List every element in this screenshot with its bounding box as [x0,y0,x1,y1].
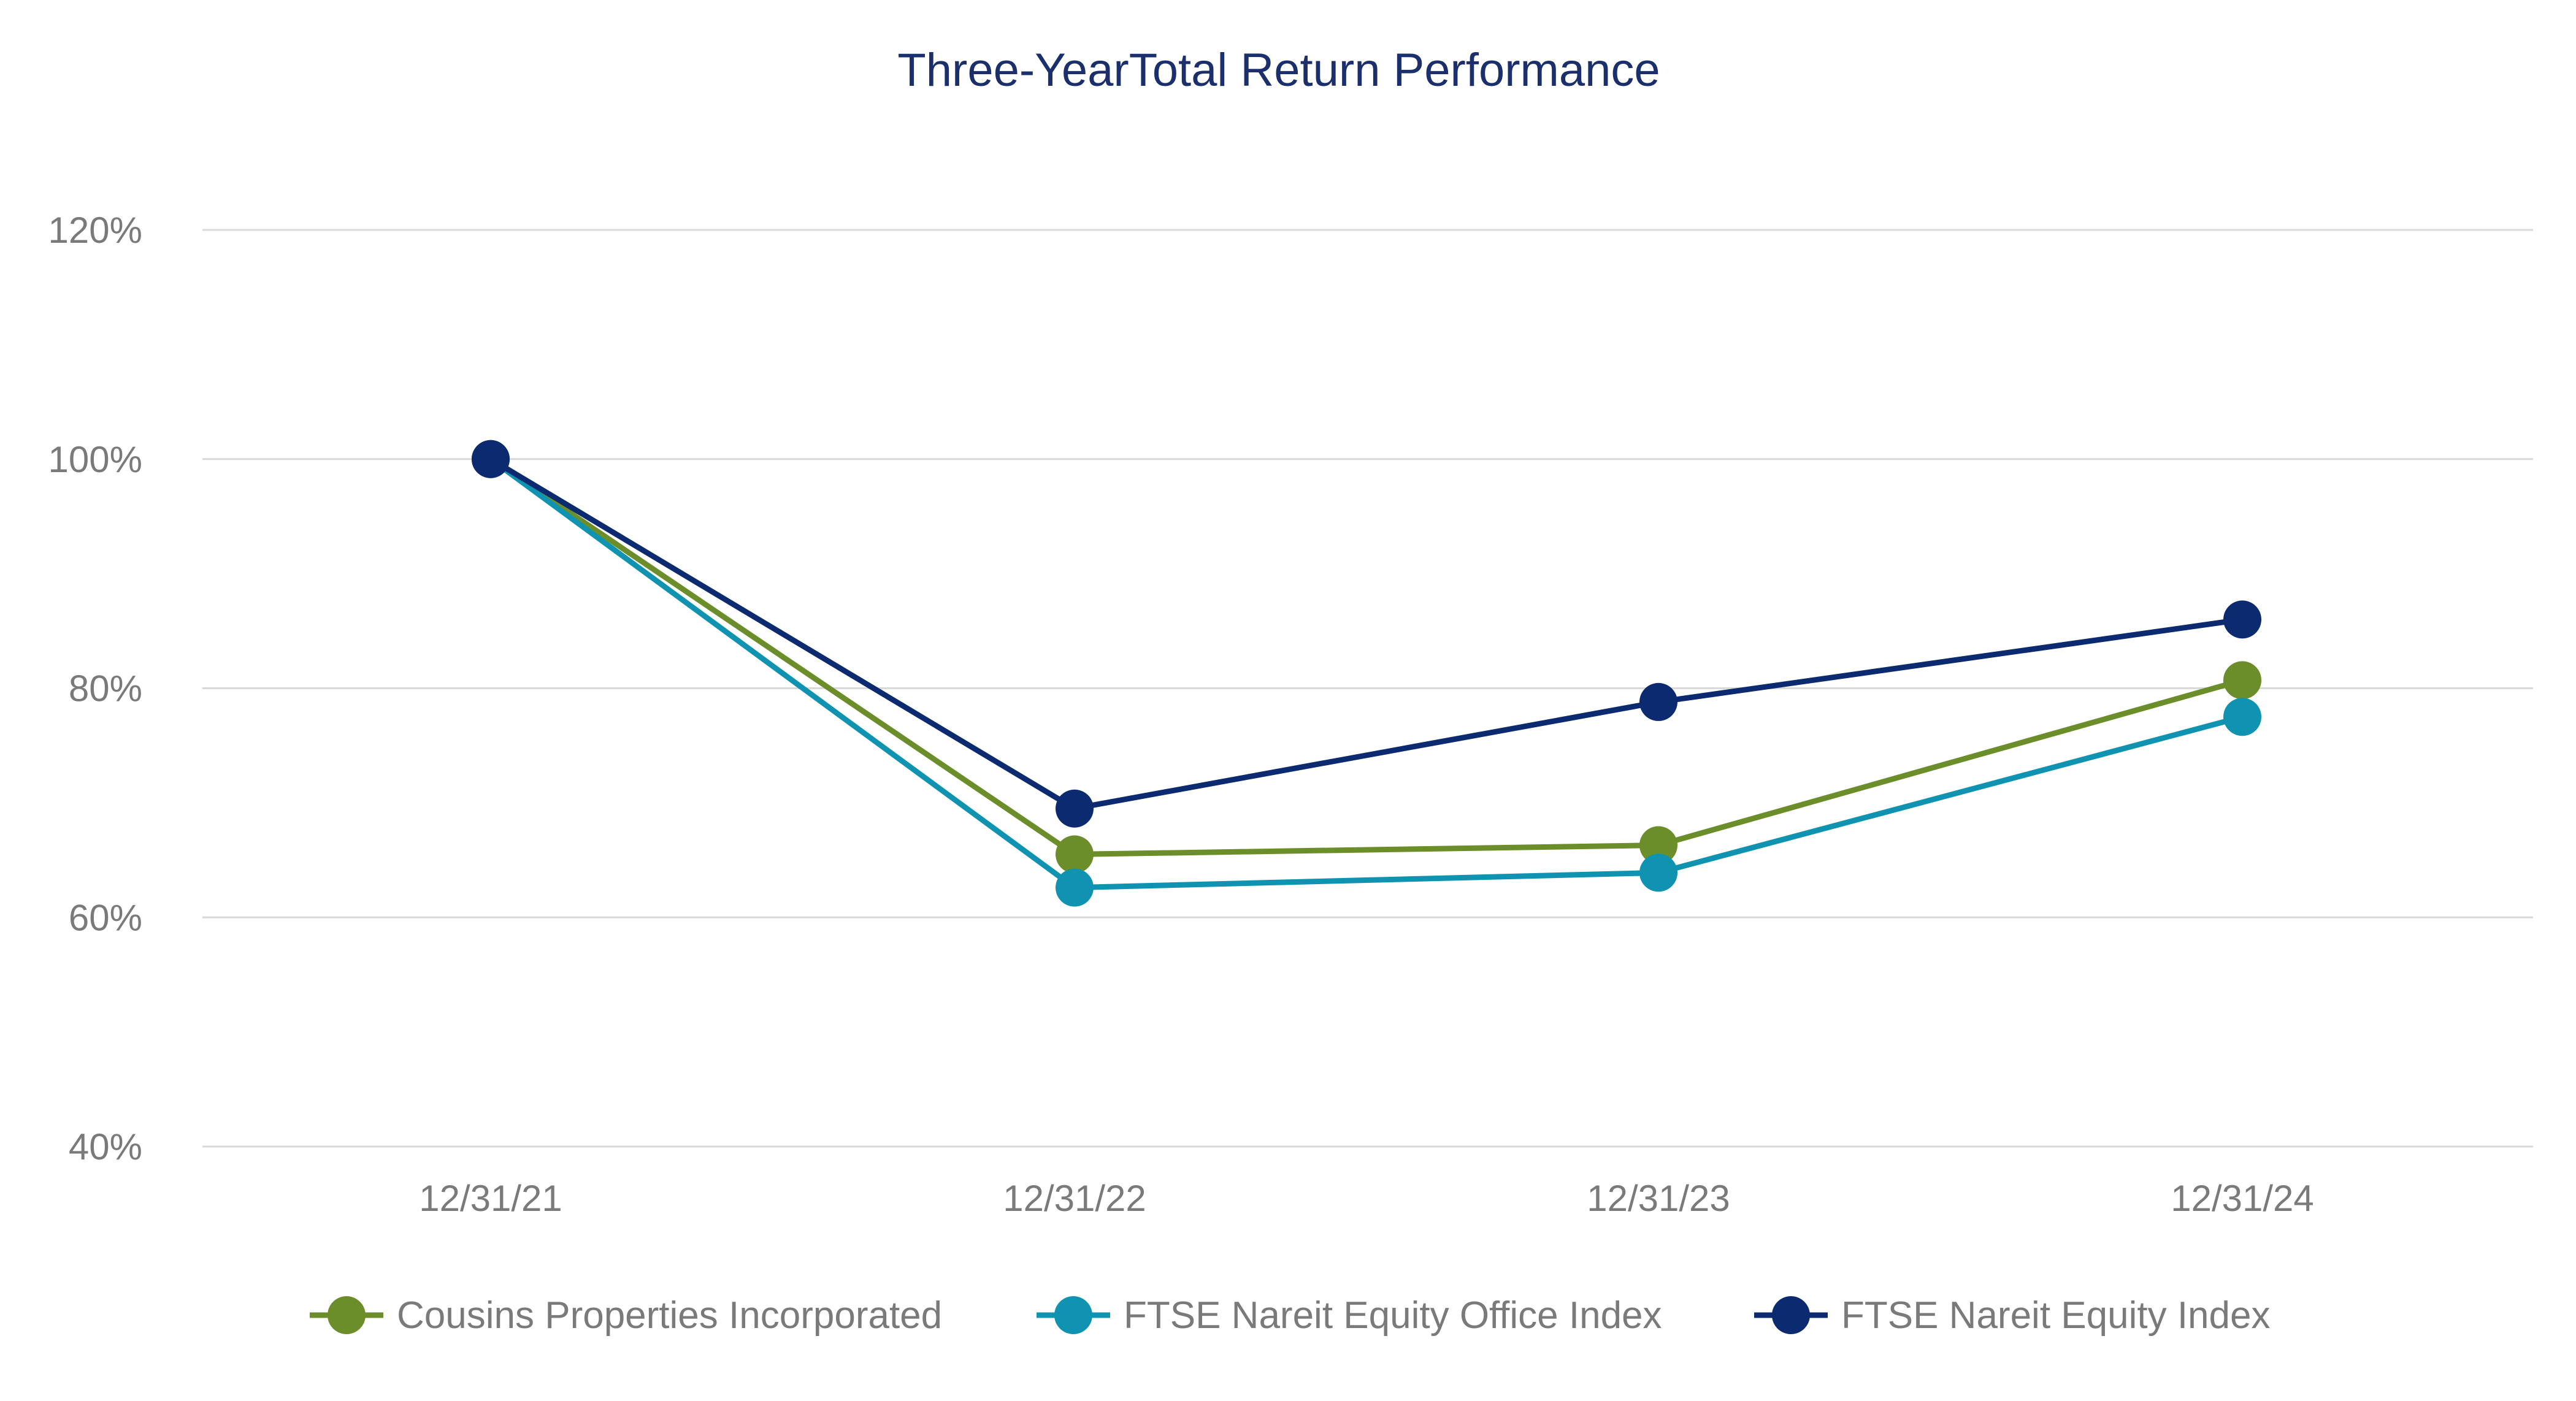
legend-label: Cousins Properties Incorporated [397,1294,942,1337]
x-tick-label: 12/31/24 [2171,1178,2314,1219]
series-2 [472,440,2261,907]
y-tick-label: 40% [69,1126,142,1167]
y-tick-label: 100% [48,439,142,480]
legend-item: FTSE Nareit Equity Office Index [1037,1294,1662,1337]
series-line [488,456,2245,812]
legend-marker-swatch [328,1296,366,1334]
x-tick-label: 12/31/22 [1003,1178,1146,1219]
legend-item: FTSE Nareit Equity Index [1754,1294,2271,1337]
y-tick-label: 120% [48,210,142,251]
series-line [488,456,2245,857]
legend-marker-swatch [1054,1296,1092,1334]
legend-item: Cousins Properties Incorporated [310,1294,942,1337]
x-tick-label: 12/31/21 [419,1178,562,1219]
data-point [1056,789,1094,828]
y-tick-label: 60% [69,897,142,938]
data-point [2223,661,2261,700]
data-point [1639,682,1677,721]
data-point [1056,868,1094,907]
data-point [1056,835,1094,874]
x-axis-tick-labels: 12/31/21 12/31/22 12/31/23 12/31/24 [419,1178,2314,1219]
legend-label: FTSE Nareit Equity Index [1841,1294,2271,1337]
data-point [472,440,510,478]
data-point [2223,698,2261,736]
data-point [1639,826,1677,865]
data-point [2223,600,2261,639]
series-3 [472,440,2261,828]
series-line [488,456,2245,891]
y-tick-label: 80% [69,668,142,709]
legend-label: FTSE Nareit Equity Office Index [1124,1294,1662,1337]
series-lines [472,440,2261,907]
legend: Cousins Properties Incorporated FTSE Nare… [310,1294,2271,1337]
y-axis-tick-labels: 40% 60% 80% 100% 120% [48,210,142,1167]
x-tick-label: 12/31/23 [1587,1178,1730,1219]
grid-lines [202,229,2533,1148]
data-point [1639,853,1677,892]
chart-title: Three-YearTotal Return Performance [897,44,1660,96]
legend-marker-swatch [1772,1296,1810,1334]
